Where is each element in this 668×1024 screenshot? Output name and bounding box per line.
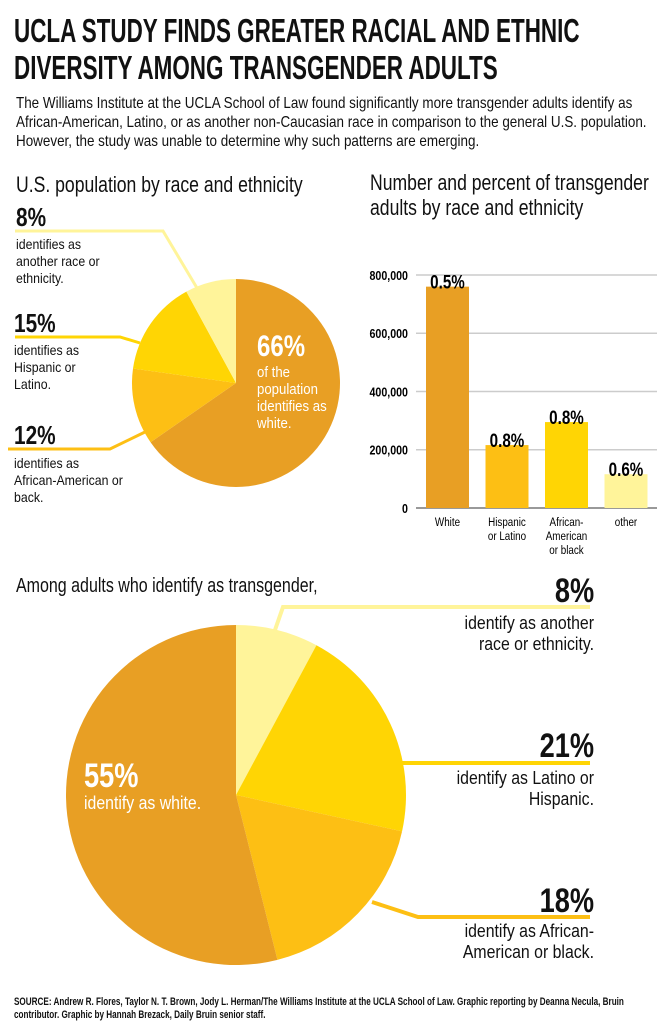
- pie2-slice: [236, 795, 403, 960]
- bar-data-label: 0.6%: [609, 459, 644, 481]
- pie2-latino-desc: identify as Latino or Hispanic.: [456, 768, 594, 809]
- pie1-other-desc: identifies as another race or ethnicity.: [16, 236, 100, 286]
- pie1-title: U.S. population by race and ethnicity: [16, 172, 303, 197]
- pie1-hispanic-pct: 15%: [14, 308, 56, 338]
- pie2-aa-desc: identify as African-American or black.: [462, 921, 594, 962]
- pie1-aa-pct: 12%: [14, 420, 56, 450]
- bar-ytick-label: 200,000: [369, 443, 408, 458]
- pie1-slice: [150, 279, 341, 487]
- bar-category-label: White: [435, 516, 460, 529]
- pie2-aa-pct: 18%: [539, 882, 594, 920]
- bar-category-label: Hispanic: [488, 516, 526, 529]
- bar: [545, 422, 588, 508]
- pie1-other-leader: [15, 229, 199, 289]
- bar-category-label: other: [615, 516, 638, 529]
- pie1-aa-desc: identifies as African-American or back.: [14, 455, 123, 505]
- pie2-other-leader: [273, 605, 590, 631]
- pie2-aa-leader: [371, 900, 590, 919]
- bar-data-label: 0.8%: [549, 406, 584, 428]
- pie1-slice: [133, 291, 236, 383]
- pie1-white-desc: of the population identifies as white.: [257, 364, 327, 432]
- bar-category-label: American: [546, 530, 588, 543]
- pie2-other-pct: 8%: [554, 572, 594, 610]
- pie1-slice: [186, 279, 236, 383]
- pie2-title: Among adults who identify as transgender…: [16, 575, 318, 597]
- pie1-other-pct: 8%: [16, 202, 47, 232]
- bar-data-label: 0.8%: [490, 429, 525, 451]
- bar-category-label: African-: [550, 516, 584, 529]
- pie2-slice: [236, 625, 317, 795]
- bar: [485, 445, 529, 508]
- intro-text: The Williams Institute at the UCLA Schoo…: [16, 95, 647, 150]
- pie2-white-desc: identify as white.: [84, 793, 202, 813]
- page-title: UCLA STUDY FINDS GREATER RACIAL AND ETHN…: [14, 12, 667, 86]
- bar: [604, 474, 648, 508]
- pie2-latino-pct: 21%: [539, 727, 594, 765]
- pie1-hispanic-leader: [15, 335, 141, 345]
- pie2-white-pct: 55%: [84, 757, 139, 795]
- pie2-other-desc: identify as another race or ethnicity.: [464, 613, 594, 654]
- bar-title: Number and percent of transgender adults…: [370, 170, 649, 220]
- pie1-white-pct: 66%: [257, 330, 306, 363]
- pie1-aa-leader: [8, 430, 146, 451]
- pie2-slice: [236, 645, 406, 832]
- pie1-slice: [132, 368, 236, 443]
- bar-ytick-label: 600,000: [369, 326, 408, 341]
- bar: [426, 286, 469, 508]
- bar-ytick-label: 0: [402, 501, 408, 516]
- pie1-hispanic-desc: identifies as Hispanic or Latino.: [14, 342, 80, 392]
- title-line-2: DIVERSITY AMONG TRANSGENDER ADULTS: [14, 49, 498, 86]
- bar-ytick-label: 800,000: [369, 268, 408, 283]
- title-line-1: UCLA STUDY FINDS GREATER RACIAL AND ETHN…: [14, 12, 580, 49]
- source-credit: SOURCE: Andrew R. Flores, Taylor N. T. B…: [14, 996, 624, 1021]
- bar-ytick-label: 400,000: [369, 384, 408, 399]
- bar-category-label: or black: [549, 544, 584, 557]
- pie2-slice: [65, 625, 278, 966]
- bar-category-label: or Latino: [488, 530, 526, 543]
- bar-data-label: 0.5%: [430, 271, 465, 293]
